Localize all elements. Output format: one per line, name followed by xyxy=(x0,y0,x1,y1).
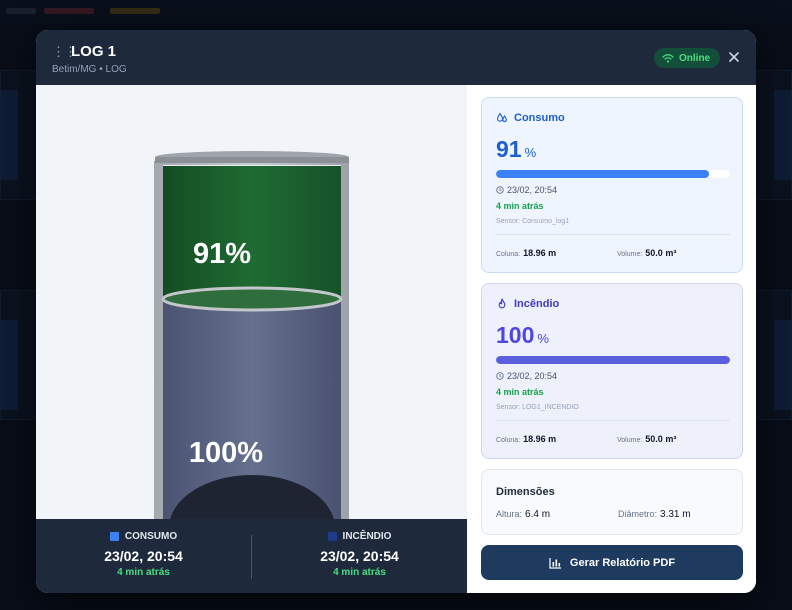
incendio-card: Incêndio 100% 23/02, 20:54 4 min atrás S… xyxy=(481,283,743,459)
divider xyxy=(496,420,730,421)
incendio-progress-fill xyxy=(496,356,730,364)
footer-divider xyxy=(251,535,252,579)
consumo-progress-bar xyxy=(496,170,730,178)
modal-subtitle: Betim/MG • LOG xyxy=(52,64,127,75)
incendio-legend-swatch xyxy=(327,532,337,541)
footer-consumo-ago: 4 min atrás xyxy=(117,567,170,578)
consumo-value: 91 xyxy=(496,136,522,162)
footer-incendio-ago: 4 min atrás xyxy=(333,567,386,578)
background-decor xyxy=(110,8,160,14)
background-topbar xyxy=(0,0,792,24)
generate-pdf-button[interactable]: Gerar Relatório PDF xyxy=(481,545,743,580)
footer-consumo: CONSUMO 23/02, 20:54 4 min atrás xyxy=(36,519,251,593)
tank-footer: CONSUMO 23/02, 20:54 4 min atrás INCÊNDI… xyxy=(36,519,467,593)
modal-header: ⋮⋮ LOG 1 Betim/MG • LOG Online xyxy=(36,30,756,85)
consumo-percentage: 91% xyxy=(496,136,536,163)
dimensions-title: Dimensões xyxy=(496,486,555,498)
altura-value: 6.4 m xyxy=(525,509,551,520)
diametro-value: 3.31 m xyxy=(660,509,691,520)
consumo-coluna: Coluna: 18.96 m xyxy=(496,248,556,258)
generate-pdf-label: Gerar Relatório PDF xyxy=(569,556,676,569)
incendio-volume-label: Volume: xyxy=(617,437,643,444)
drag-handle-icon[interactable]: ⋮⋮ xyxy=(52,44,77,59)
consumo-progress-fill xyxy=(496,170,709,178)
consumo-header: Consumo xyxy=(496,112,565,124)
consumo-title: Consumo xyxy=(514,112,565,124)
incendio-title: Incêndio xyxy=(514,298,560,310)
tank-3d-view: 91% 100% xyxy=(154,151,349,519)
incendio-percentage: 100% xyxy=(496,322,549,349)
incendio-progress-bar xyxy=(496,356,730,364)
incendio-volume-value: 50.0 m³ xyxy=(645,434,677,444)
background-decor xyxy=(44,8,94,14)
background-decor xyxy=(774,90,792,180)
consumo-card: Consumo 91% 23/02, 20:54 4 min atrás Sen… xyxy=(481,97,743,273)
dimension-altura: Altura: 6.4 m xyxy=(496,509,550,520)
consumo-volume-label: Volume: xyxy=(617,251,643,258)
tank-detail-modal: ⋮⋮ LOG 1 Betim/MG • LOG Online xyxy=(36,30,756,593)
tank-visualization: 91% 100% xyxy=(36,85,467,519)
consumo-ago: 4 min atrás xyxy=(496,201,544,211)
diametro-label: Diâmetro: xyxy=(618,509,658,519)
footer-incendio-date: 23/02, 20:54 xyxy=(320,548,399,564)
consumo-sensor: Sensor: Consumo_log1 xyxy=(496,218,570,225)
footer-consumo-date: 23/02, 20:54 xyxy=(104,548,183,564)
footer-consumo-label: CONSUMO xyxy=(124,531,178,542)
incendio-level-label: 100% xyxy=(189,437,263,469)
footer-incendio-label: INCÊNDIO xyxy=(342,531,392,542)
consumo-volume-value: 50.0 m³ xyxy=(645,248,677,258)
background-decor xyxy=(0,90,18,180)
footer-incendio: INCÊNDIO 23/02, 20:54 4 min atrás xyxy=(252,519,467,593)
dimensions-card: Dimensões Altura: 6.4 m Diâmetro: 3.31 m xyxy=(481,469,743,535)
consumo-coluna-label: Coluna: xyxy=(496,251,521,258)
incendio-sensor: Sensor: LOG1_INCENDIO xyxy=(496,404,579,411)
consumo-unit: % xyxy=(524,145,537,160)
incendio-unit: % xyxy=(537,331,549,346)
incendio-coluna: Coluna: 18.96 m xyxy=(496,434,556,444)
status-badge: Online xyxy=(654,48,721,68)
background-decor xyxy=(0,320,18,410)
incendio-coluna-label: Coluna: xyxy=(496,437,521,444)
flame-icon xyxy=(498,298,506,309)
bar-chart-icon xyxy=(549,557,561,569)
background-decor xyxy=(774,320,792,410)
details-panel: Consumo 91% 23/02, 20:54 4 min atrás Sen… xyxy=(467,85,756,593)
consumo-legend-swatch xyxy=(109,532,119,541)
consumo-level-label: 91% xyxy=(193,238,251,270)
altura-label: Altura: xyxy=(496,509,523,519)
clock-icon xyxy=(496,372,504,380)
wifi-icon xyxy=(662,54,674,63)
incendio-header: Incêndio xyxy=(496,298,559,310)
consumo-volume: Volume: 50.0 m³ xyxy=(617,248,676,258)
clock-icon xyxy=(496,186,504,194)
background-decor xyxy=(6,8,36,14)
tank-body xyxy=(154,151,349,519)
dimension-diametro: Diâmetro: 3.31 m xyxy=(618,509,691,520)
consumo-timestamp: 23/02, 20:54 xyxy=(496,185,557,195)
incendio-coluna-value: 18.96 m xyxy=(523,434,557,444)
incendio-ago: 4 min atrás xyxy=(496,387,544,397)
divider xyxy=(496,234,730,235)
incendio-value: 100 xyxy=(496,322,535,348)
incendio-volume: Volume: 50.0 m³ xyxy=(617,434,676,444)
modal-title: LOG 1 xyxy=(71,43,117,60)
consumo-timestamp-text: 23/02, 20:54 xyxy=(507,185,558,195)
status-label: Online xyxy=(679,52,711,64)
incendio-timestamp: 23/02, 20:54 xyxy=(496,371,557,381)
consumo-coluna-value: 18.96 m xyxy=(523,248,557,258)
close-icon[interactable] xyxy=(726,49,742,65)
droplets-icon xyxy=(496,112,507,123)
incendio-timestamp-text: 23/02, 20:54 xyxy=(507,371,558,381)
